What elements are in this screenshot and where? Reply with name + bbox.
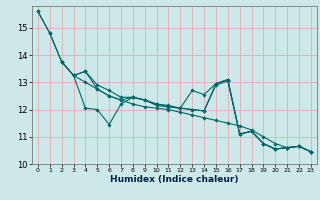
X-axis label: Humidex (Indice chaleur): Humidex (Indice chaleur) xyxy=(110,175,239,184)
